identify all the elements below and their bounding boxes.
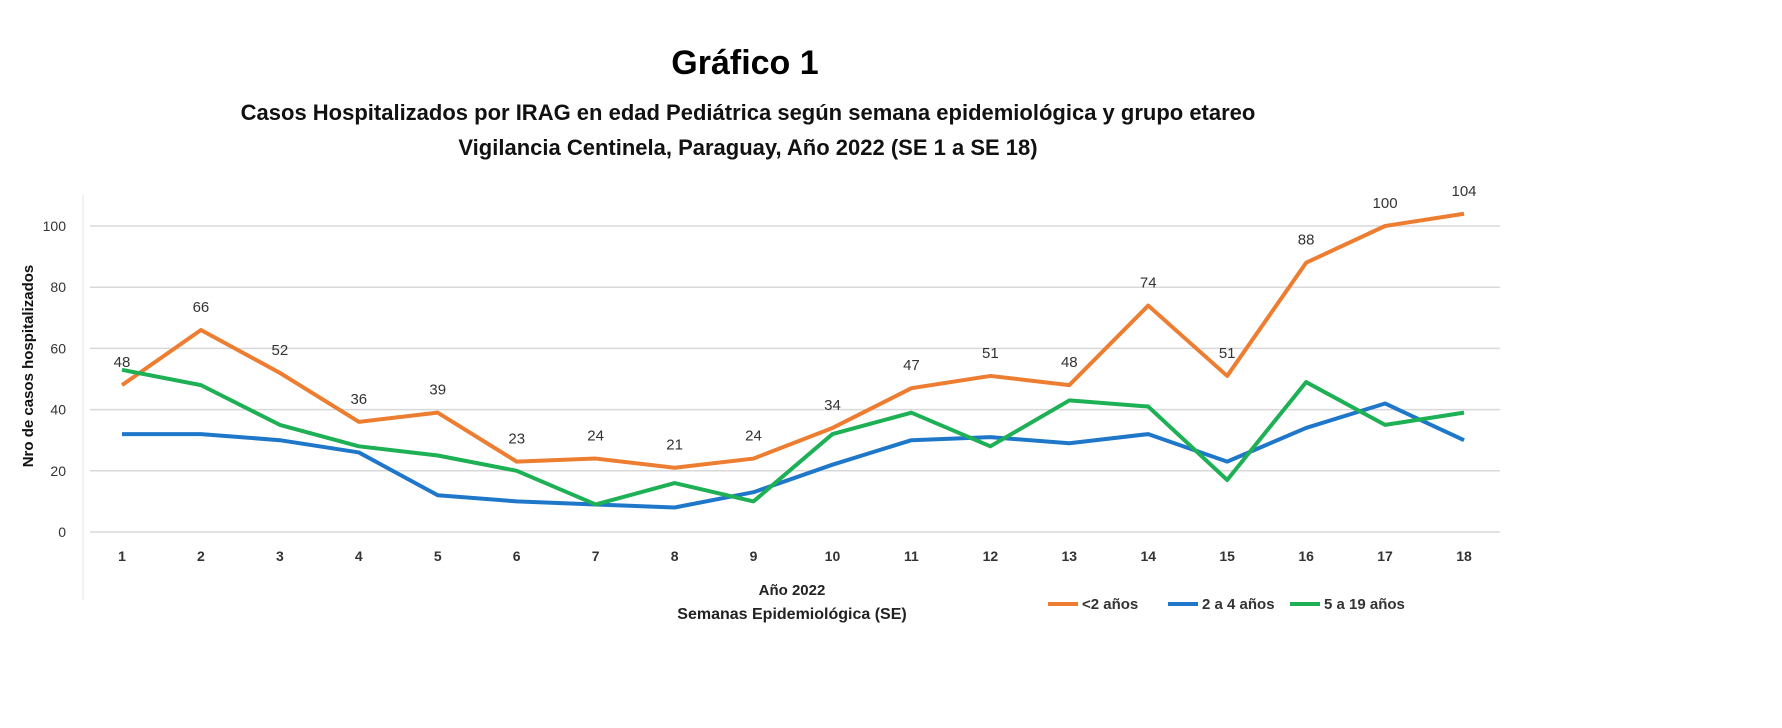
- x-tick-label: 11: [904, 548, 919, 564]
- series-line: [120, 211, 1465, 470]
- legend-label: 2 a 4 años: [1202, 596, 1275, 613]
- x-axis-title-line-1: Año 2022: [759, 582, 826, 599]
- x-tick-label: 2: [197, 548, 205, 564]
- data-label: 48: [1061, 354, 1078, 371]
- chart-title: Gráfico 1: [671, 44, 818, 82]
- y-tick-label: 80: [50, 279, 66, 295]
- x-tick-label: 1: [118, 548, 126, 564]
- data-label: 24: [587, 428, 604, 445]
- x-axis-title-line-2: Semanas Epidemiológica (SE): [677, 606, 906, 623]
- chart-subtitle-line-2: Vigilancia Centinela, Paraguay, Año 2022…: [458, 135, 1037, 160]
- x-tick-label: 6: [513, 548, 521, 564]
- y-tick-label: 20: [50, 463, 66, 479]
- data-label: 23: [508, 431, 525, 448]
- x-tick-label: 10: [825, 548, 841, 564]
- x-tick-label: 5: [434, 548, 442, 564]
- data-label: 24: [745, 428, 762, 445]
- legend: <2 años 2 a 4 años 5 a 19 años: [1048, 596, 1405, 613]
- y-tick-label: 0: [58, 524, 66, 540]
- data-label: 66: [193, 299, 210, 316]
- series-line: [121, 367, 1465, 507]
- x-tick-label: 12: [983, 548, 999, 564]
- x-tick-label: 16: [1298, 548, 1314, 564]
- y-tick-label: 60: [50, 340, 66, 356]
- y-tick-label: 100: [43, 218, 67, 234]
- data-label: 74: [1140, 275, 1157, 292]
- x-tick-label: 17: [1377, 548, 1393, 564]
- data-label: 104: [1451, 183, 1476, 200]
- legend-label: <2 años: [1082, 596, 1138, 613]
- x-tick-label: 7: [592, 548, 600, 564]
- y-axis-title: Nro de casos hospitalizados: [20, 265, 37, 468]
- data-label: 51: [982, 345, 999, 362]
- y-tick-label: 40: [50, 402, 66, 418]
- x-tick-label: 8: [671, 548, 679, 564]
- x-tick-label: 3: [276, 548, 284, 564]
- x-tick-label: 4: [355, 548, 363, 564]
- data-label: 39: [429, 382, 446, 399]
- data-label: 100: [1373, 195, 1398, 212]
- legend-label: 5 a 19 años: [1324, 596, 1405, 613]
- x-tick-label: 9: [750, 548, 758, 564]
- data-label: 51: [1219, 345, 1236, 362]
- data-label: 47: [903, 357, 920, 374]
- x-tick-label: 14: [1140, 548, 1156, 564]
- x-tick-label: 13: [1062, 548, 1078, 564]
- data-label: 52: [272, 342, 289, 359]
- data-label: 21: [666, 437, 683, 454]
- x-tick-label: 15: [1219, 548, 1235, 564]
- data-label: 36: [350, 391, 367, 408]
- x-tick-label: 18: [1456, 548, 1472, 564]
- series-line: [122, 401, 1465, 510]
- data-label: 88: [1298, 232, 1315, 249]
- chart-subtitle-line-1: Casos Hospitalizados por IRAG en edad Pe…: [241, 100, 1256, 125]
- data-label: 48: [114, 354, 131, 371]
- data-label: 34: [824, 397, 841, 414]
